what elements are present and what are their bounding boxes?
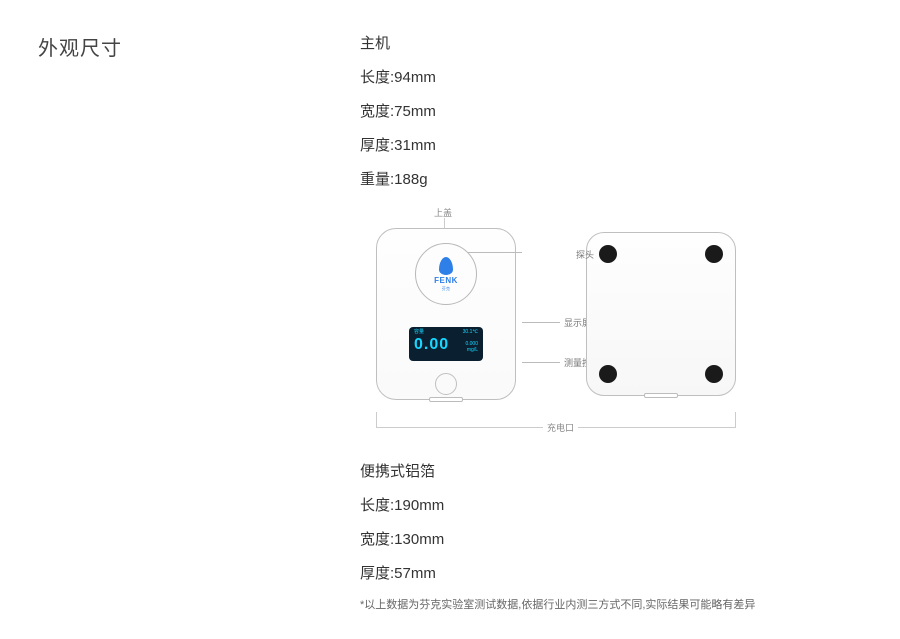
footnote: *以上数据为芬克实验室测试数据,依据行业内测三方式不同,实际结果可能略有差异 bbox=[360, 596, 880, 612]
lcd-top-left: 容量 bbox=[414, 330, 424, 335]
brand-sub: 芬克 bbox=[442, 286, 451, 292]
main-unit-specs: 主机 长度:94mm 宽度:75mm 厚度:31mm 重量:188g bbox=[360, 32, 880, 192]
back-port bbox=[644, 393, 678, 398]
portable-width: 宽度:130mm bbox=[360, 528, 880, 552]
rubber-foot-icon bbox=[705, 245, 723, 263]
main-unit-thickness: 厚度:31mm bbox=[360, 134, 880, 158]
rubber-foot-icon bbox=[705, 365, 723, 383]
section-title: 外观尺寸 bbox=[38, 32, 298, 61]
leader-display bbox=[522, 322, 560, 323]
lcd-unit: mg/L bbox=[467, 348, 478, 354]
front-port bbox=[429, 397, 463, 402]
lcd-screen: 容量 30.1℃ 0.00 0.000 mg/L bbox=[409, 327, 483, 361]
brand-text: FENK bbox=[434, 276, 458, 285]
rubber-foot-icon bbox=[599, 245, 617, 263]
device-diagram: 上盖 FENK 芬克 容量 30.1℃ 0.00 0.000 mg/L bbox=[358, 202, 818, 442]
portable-specs: 便携式铝箔 长度:190mm 宽度:130mm 厚度:57mm bbox=[360, 460, 880, 586]
device-back-outline bbox=[586, 232, 736, 396]
main-unit-weight: 重量:188g bbox=[360, 168, 880, 192]
rubber-foot-icon bbox=[599, 365, 617, 383]
portable-thickness: 厚度:57mm bbox=[360, 562, 880, 586]
portable-header: 便携式铝箔 bbox=[360, 460, 880, 484]
main-unit-header: 主机 bbox=[360, 32, 880, 56]
callout-display: 显示屏 bbox=[522, 316, 591, 329]
label-top-cover: 上盖 bbox=[434, 206, 452, 219]
leader-button bbox=[522, 362, 560, 363]
measure-button bbox=[435, 373, 457, 395]
label-port: 充电口 bbox=[543, 421, 578, 434]
leader-sensor bbox=[468, 252, 522, 253]
device-front-outline: FENK 芬克 容量 30.1℃ 0.00 0.000 mg/L bbox=[376, 228, 516, 400]
main-unit-length: 长度:94mm bbox=[360, 66, 880, 90]
callout-sensor-label: 探头 bbox=[576, 248, 594, 261]
lcd-main-value: 0.00 bbox=[414, 337, 449, 353]
portable-length: 长度:190mm bbox=[360, 494, 880, 518]
lcd-temp: 30.1℃ bbox=[463, 330, 478, 335]
main-unit-width: 宽度:75mm bbox=[360, 100, 880, 124]
flame-icon bbox=[439, 257, 453, 275]
label-sensor: 探头 bbox=[576, 248, 594, 261]
